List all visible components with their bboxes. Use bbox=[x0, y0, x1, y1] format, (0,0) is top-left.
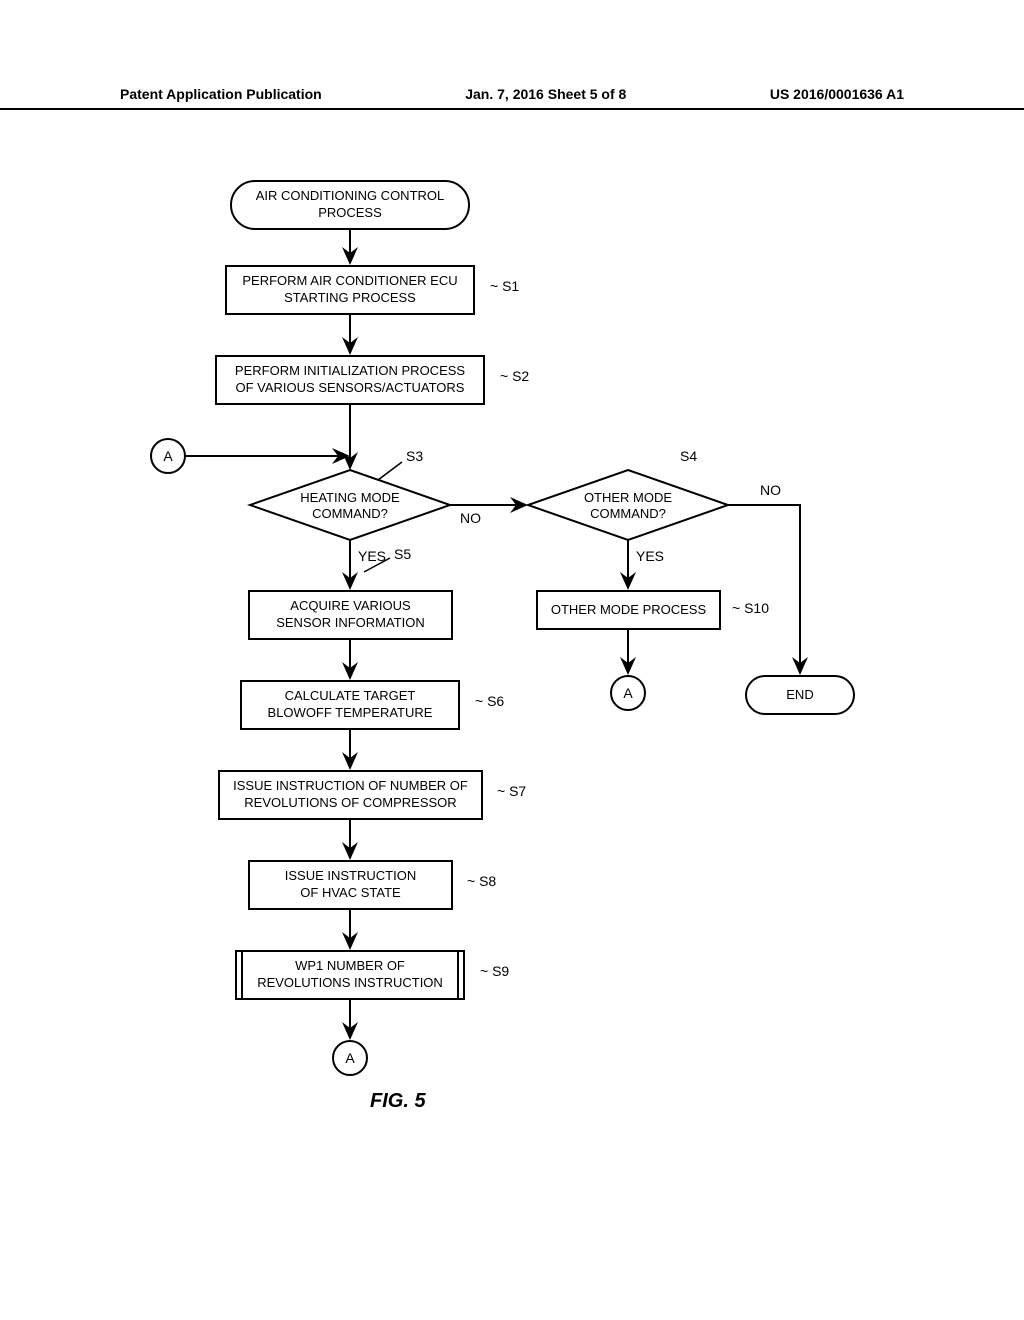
process-s10: OTHER MODE PROCESS bbox=[536, 590, 721, 630]
s6-text: CALCULATE TARGET BLOWOFF TEMPERATURE bbox=[268, 688, 433, 722]
process-s2: PERFORM INITIALIZATION PROCESS OF VARIOU… bbox=[215, 355, 485, 405]
subprocess-s9: WP1 NUMBER OF REVOLUTIONS INSTRUCTION bbox=[235, 950, 465, 1000]
s7-text: ISSUE INSTRUCTION OF NUMBER OF REVOLUTIO… bbox=[233, 778, 468, 812]
decision-s4-text: OTHER MODE COMMAND? bbox=[568, 490, 688, 521]
connector-a-mid: A bbox=[610, 675, 646, 711]
s8-text: ISSUE INSTRUCTION OF HVAC STATE bbox=[285, 868, 416, 902]
step-label-s10: ~ S10 bbox=[732, 600, 769, 616]
s1-text: PERFORM AIR CONDITIONER ECU STARTING PRO… bbox=[242, 273, 457, 307]
process-s7: ISSUE INSTRUCTION OF NUMBER OF REVOLUTIO… bbox=[218, 770, 483, 820]
step-label-s9: ~ S9 bbox=[480, 963, 509, 979]
decision-s3-text: HEATING MODE COMMAND? bbox=[290, 490, 410, 521]
step-label-s1: ~ S1 bbox=[490, 278, 519, 294]
step-label-s8: ~ S8 bbox=[467, 873, 496, 889]
process-s1: PERFORM AIR CONDITIONER ECU STARTING PRO… bbox=[225, 265, 475, 315]
connector-a-left: A bbox=[150, 438, 186, 474]
start-node: AIR CONDITIONING CONTROL PROCESS bbox=[230, 180, 470, 230]
flowchart-edges bbox=[0, 170, 1024, 1250]
end-label: END bbox=[786, 687, 813, 704]
header-center: Jan. 7, 2016 Sheet 5 of 8 bbox=[465, 86, 626, 102]
start-label: AIR CONDITIONING CONTROL PROCESS bbox=[242, 188, 458, 222]
s10-text: OTHER MODE PROCESS bbox=[551, 602, 706, 619]
step-label-s6: ~ S6 bbox=[475, 693, 504, 709]
s3-yes: YES bbox=[358, 548, 386, 564]
s2-text: PERFORM INITIALIZATION PROCESS OF VARIOU… bbox=[235, 363, 465, 397]
end-node: END bbox=[745, 675, 855, 715]
header-right: US 2016/0001636 A1 bbox=[770, 86, 904, 102]
step-label-s5: S5 bbox=[394, 546, 411, 562]
page-header: Patent Application Publication Jan. 7, 2… bbox=[0, 86, 1024, 110]
s9-text: WP1 NUMBER OF REVOLUTIONS INSTRUCTION bbox=[257, 958, 443, 992]
step-label-s4: S4 bbox=[680, 448, 697, 464]
process-s8: ISSUE INSTRUCTION OF HVAC STATE bbox=[248, 860, 453, 910]
header-left: Patent Application Publication bbox=[120, 86, 322, 102]
connector-a-bottom: A bbox=[332, 1040, 368, 1076]
process-s6: CALCULATE TARGET BLOWOFF TEMPERATURE bbox=[240, 680, 460, 730]
step-label-s7: ~ S7 bbox=[497, 783, 526, 799]
s3-no: NO bbox=[460, 510, 481, 526]
step-label-s2: ~ S2 bbox=[500, 368, 529, 384]
step-label-s3: S3 bbox=[406, 448, 423, 464]
s4-yes: YES bbox=[636, 548, 664, 564]
process-s5: ACQUIRE VARIOUS SENSOR INFORMATION bbox=[248, 590, 453, 640]
s4-no: NO bbox=[760, 482, 781, 498]
figure-label: FIG. 5 bbox=[370, 1090, 426, 1113]
flowchart: HEATING MODE COMMAND? OTHER MODE COMMAND… bbox=[0, 170, 1024, 1250]
s5-text: ACQUIRE VARIOUS SENSOR INFORMATION bbox=[276, 598, 425, 632]
